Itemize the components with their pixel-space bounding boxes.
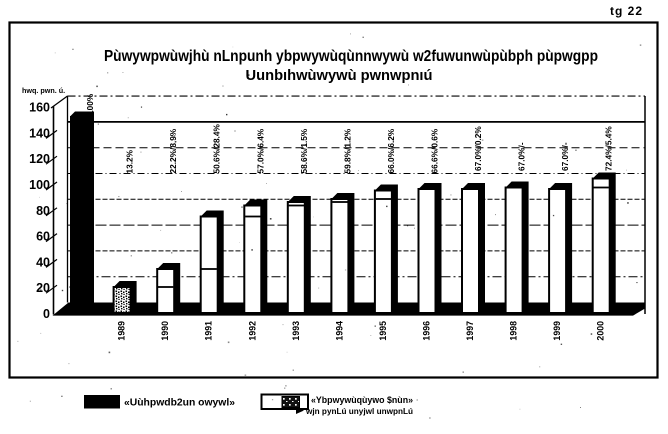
svg-text:tg 22: tg 22 xyxy=(610,4,643,18)
svg-text:1991: 1991 xyxy=(204,321,214,341)
svg-text:59.8%/1.2%: 59.8%/1.2% xyxy=(342,128,352,173)
svg-text:1999: 1999 xyxy=(552,321,562,341)
svg-text:Pùwywpwùwjhù nLnpunh ybpwywùqù: Pùwywpwùwjhù nLnpunh ybpwywùqùnnwywù w2f… xyxy=(104,48,598,65)
svg-text:20: 20 xyxy=(36,281,50,295)
svg-text:66.6%/0.6%: 66.6%/0.6% xyxy=(430,128,440,173)
svg-text:1989: 1989 xyxy=(117,321,127,341)
svg-text:100%: 100% xyxy=(85,93,95,115)
svg-text:hwq. pwn. ú.: hwq. pwn. ú. xyxy=(22,86,65,95)
svg-text:1995: 1995 xyxy=(378,321,388,341)
svg-text:72.4%/5.4%: 72.4%/5.4% xyxy=(604,126,614,171)
svg-text:50.6%/28.4%: 50.6%/28.4% xyxy=(212,124,222,174)
svg-text:140: 140 xyxy=(29,126,50,140)
svg-text:58.6%/1.5%: 58.6%/1.5% xyxy=(299,128,309,173)
svg-text:1994: 1994 xyxy=(334,321,344,341)
svg-text:40: 40 xyxy=(36,255,50,269)
svg-text:22.2%/8.9%: 22.2%/8.9% xyxy=(168,128,178,173)
svg-text:«Uùhpwdb2un owywl»: «Uùhpwdb2un owywl» xyxy=(124,398,235,409)
svg-text:13.2%: 13.2% xyxy=(125,149,135,173)
svg-text:0: 0 xyxy=(43,307,50,321)
svg-text:100: 100 xyxy=(29,178,50,192)
svg-text:1996: 1996 xyxy=(422,321,432,341)
svg-text:160: 160 xyxy=(29,101,50,115)
svg-text:«Ybpwywùqùywo $nùn»: «Ybpwywùqùywo $nùn» xyxy=(311,395,413,405)
svg-text:1990: 1990 xyxy=(160,321,170,341)
svg-text:1992: 1992 xyxy=(247,321,257,341)
svg-text:Uunbıhwùwywù pwnwpnıú: Uunbıhwùwywù pwnwpnıú xyxy=(246,67,433,84)
svg-text:1993: 1993 xyxy=(291,321,301,341)
svg-text:57.0%/6.4%: 57.0%/6.4% xyxy=(255,128,265,173)
svg-text:120: 120 xyxy=(29,152,50,166)
svg-text:1997: 1997 xyxy=(465,321,475,341)
svg-text:67.0%/-: 67.0%/- xyxy=(560,142,570,171)
svg-text:67.0%/0.2%: 67.0%/0.2% xyxy=(473,126,483,171)
svg-text:67.0%/-: 67.0%/- xyxy=(517,142,527,171)
svg-text:2000: 2000 xyxy=(596,321,606,341)
svg-text:66.0%/6.2%: 66.0%/6.2% xyxy=(386,128,396,173)
svg-text:80: 80 xyxy=(36,204,50,218)
svg-text:1998: 1998 xyxy=(509,321,519,341)
svg-text:60: 60 xyxy=(36,230,50,244)
svg-text:wjn pynLú unyjwl unwpnLú: wjn pynLú unyjwl unwpnLú xyxy=(305,406,413,416)
